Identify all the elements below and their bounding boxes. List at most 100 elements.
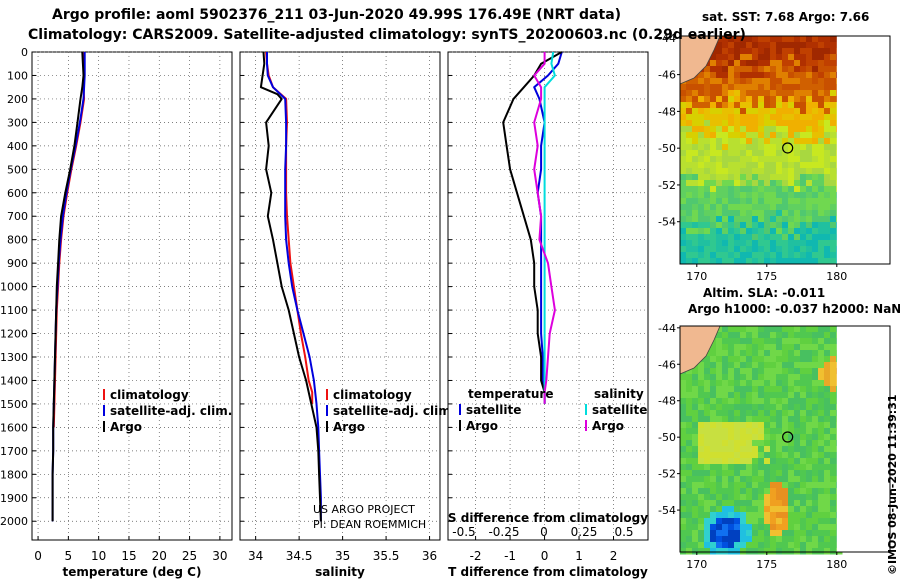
map-cell [776, 228, 783, 235]
map-cell [818, 132, 825, 139]
map-cell [770, 416, 777, 423]
map-cell [716, 344, 723, 351]
map-cell [800, 66, 807, 73]
y-tick-label: -48 [658, 105, 676, 118]
map-cell [704, 506, 711, 513]
map-cell [680, 198, 687, 205]
map-cell [710, 410, 717, 417]
map-cell [734, 470, 741, 477]
map-cell [824, 216, 831, 223]
map-cell [758, 36, 765, 43]
map-cell [728, 392, 735, 399]
x-tick-label: 170 [686, 558, 707, 571]
map-cell [722, 150, 729, 157]
map-cell [758, 150, 765, 157]
map-cell [692, 96, 699, 103]
map-cell [776, 326, 783, 333]
map-cell [812, 368, 819, 375]
map-cell [806, 252, 813, 259]
map-cell [722, 216, 729, 223]
map-cell [746, 54, 753, 61]
map-cell [734, 240, 741, 247]
y-tick-label: -46 [658, 69, 676, 82]
map-cell [776, 36, 783, 43]
map-cell [716, 440, 723, 447]
map-cell [800, 138, 807, 145]
map-cell [794, 422, 801, 429]
map-cell [680, 542, 687, 549]
map-cell [710, 150, 717, 157]
map-cell [800, 434, 807, 441]
map-cell [818, 114, 825, 121]
map-cell [794, 240, 801, 247]
map-cell [710, 258, 717, 265]
map-cell [830, 386, 837, 393]
map-cell [692, 488, 699, 495]
map-cell [776, 356, 783, 363]
map-cell [806, 78, 813, 85]
map-cell [830, 246, 837, 253]
x-tick-label: 170 [686, 270, 707, 283]
map-cell [824, 36, 831, 43]
map-cell [716, 422, 723, 429]
map-cell [698, 548, 705, 555]
x-tick-label: 10 [91, 549, 106, 563]
map-cell [734, 132, 741, 139]
map-cell [776, 458, 783, 465]
map-cell [680, 126, 687, 133]
map-cell [722, 428, 729, 435]
map-cell [740, 96, 747, 103]
map-cell [782, 162, 789, 169]
map-cell [764, 198, 771, 205]
map-cell [752, 174, 759, 181]
map-cell [752, 186, 759, 193]
map-cell [734, 518, 741, 525]
map-cell [794, 42, 801, 49]
map-cell [830, 362, 837, 369]
map-cell [686, 162, 693, 169]
map-cell [728, 482, 735, 489]
map-cell [698, 494, 705, 501]
map-cell [806, 90, 813, 97]
map-cell [776, 192, 783, 199]
map-cell [758, 198, 765, 205]
map-cell [830, 404, 837, 411]
map-cell [770, 476, 777, 483]
y-tick-label: 1600 [0, 421, 28, 434]
map-cell [818, 446, 825, 453]
map-cell [758, 90, 765, 97]
map-cell [818, 228, 825, 235]
map-cell [818, 440, 825, 447]
y-tick-label: 1100 [0, 304, 28, 317]
map-cell [794, 410, 801, 417]
y-tick-label: 0 [21, 46, 28, 59]
map-cell [788, 240, 795, 247]
map-cell [704, 446, 711, 453]
map-cell [758, 446, 765, 453]
map-cell [794, 60, 801, 67]
map-cell [806, 356, 813, 363]
map-cell [710, 500, 717, 507]
map-cell [788, 428, 795, 435]
map-cell [728, 524, 735, 531]
map-cell [788, 344, 795, 351]
map-cell [710, 404, 717, 411]
map-cell [812, 216, 819, 223]
map-cell [776, 518, 783, 525]
map-cell [800, 530, 807, 537]
map-cell [812, 228, 819, 235]
map-cell [794, 350, 801, 357]
map-cell [746, 216, 753, 223]
map-cell [746, 198, 753, 205]
map-cell [710, 542, 717, 549]
map-cell [752, 246, 759, 253]
map-cell [788, 386, 795, 393]
map-cell [734, 126, 741, 133]
map-cell [746, 368, 753, 375]
map-cell [824, 536, 831, 543]
map-cell [830, 48, 837, 55]
no-data-area [836, 326, 890, 552]
map-cell [728, 72, 735, 79]
map-cell [740, 150, 747, 157]
map-cell [788, 368, 795, 375]
